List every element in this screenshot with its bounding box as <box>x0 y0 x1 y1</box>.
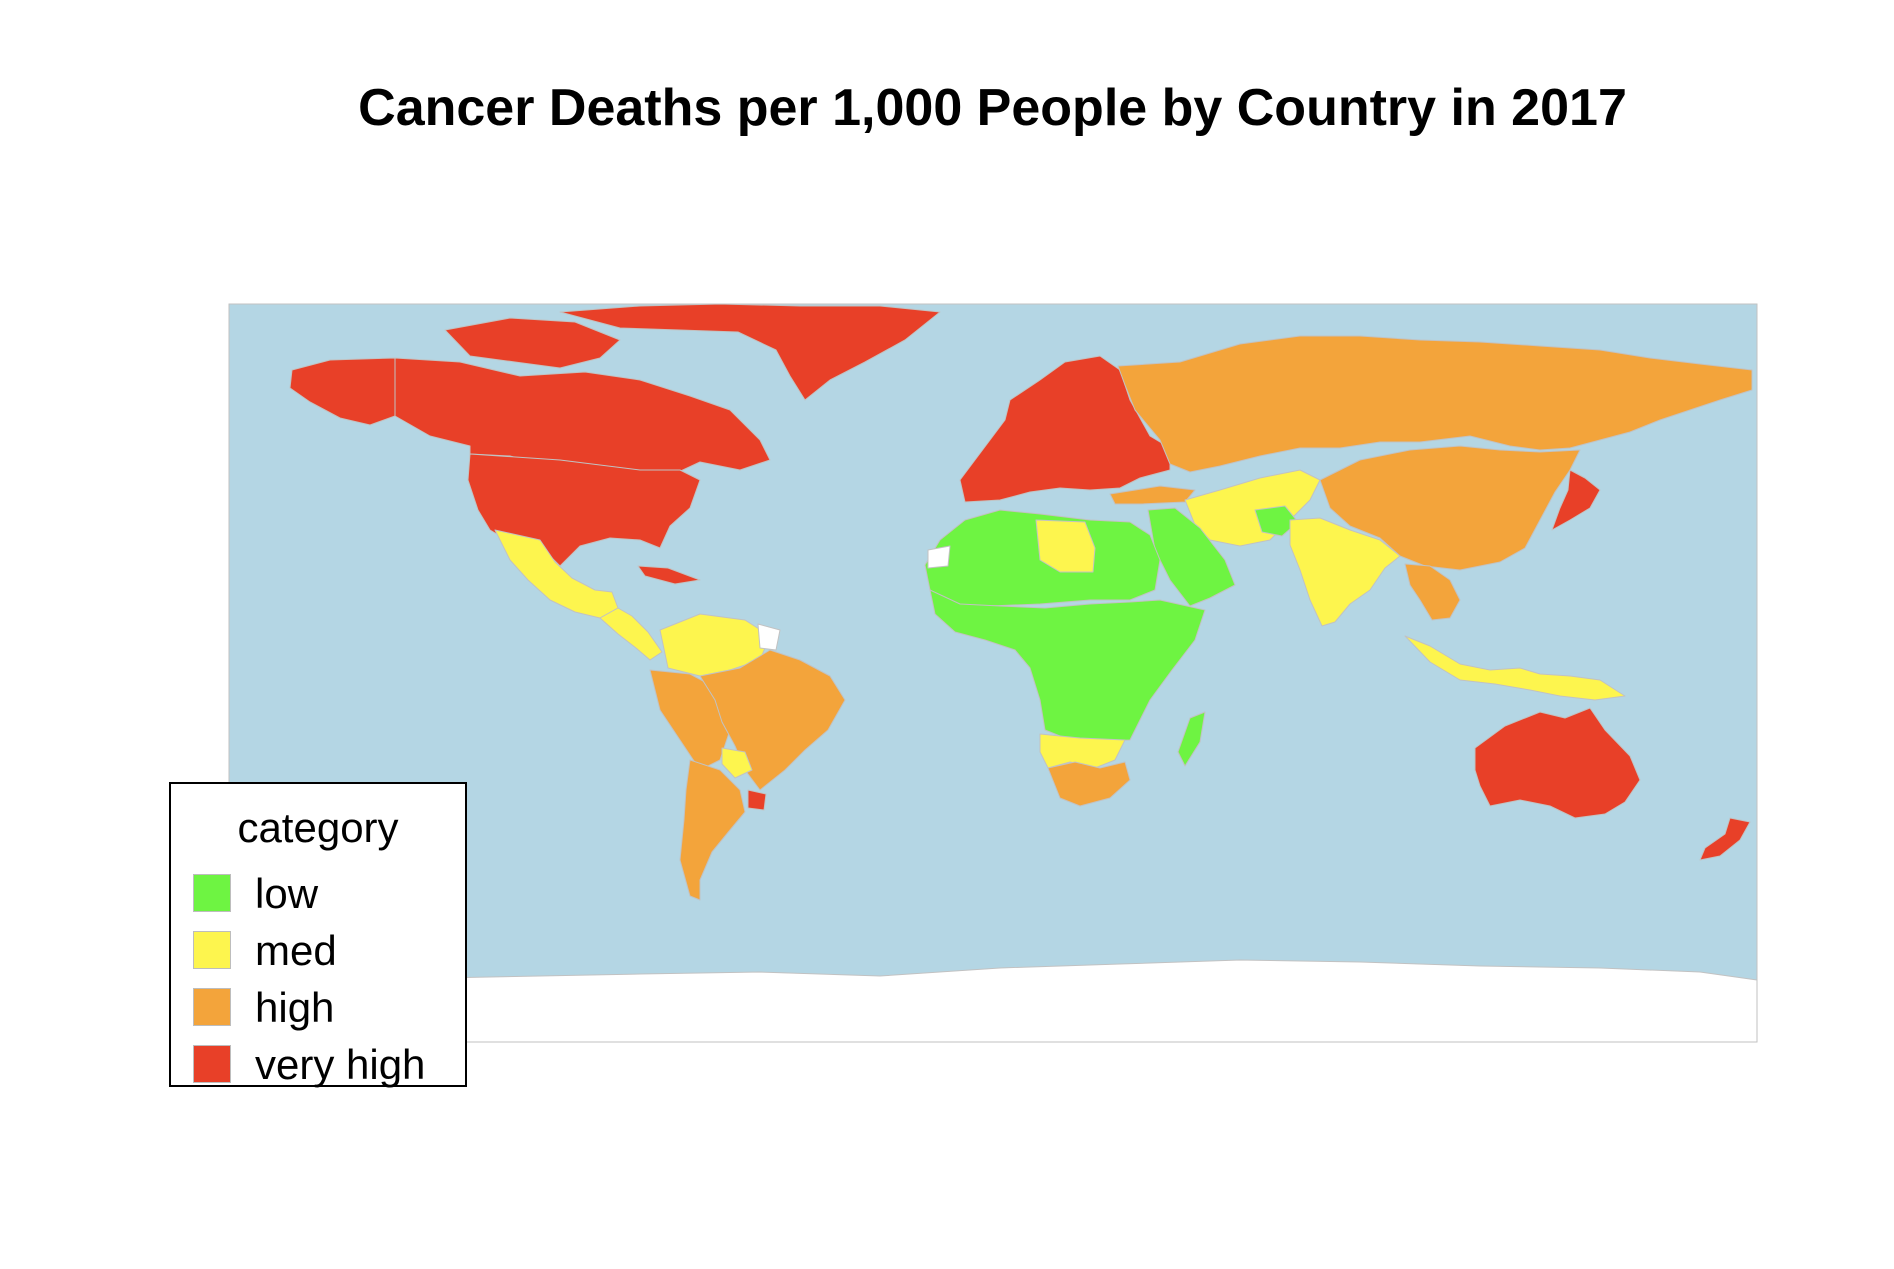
region-arctic-islands <box>444 317 621 369</box>
legend-label-low: low <box>255 870 319 917</box>
region-uruguay <box>747 789 767 811</box>
legend-label-med: med <box>255 927 337 974</box>
region-india <box>1289 517 1401 627</box>
region-japan <box>1551 469 1601 531</box>
region-turkey <box>1109 485 1196 505</box>
legend-swatch-very-high <box>193 1045 231 1083</box>
region-europe <box>959 355 1171 503</box>
region-russia <box>1117 335 1753 473</box>
region-argentina-chile <box>679 759 746 901</box>
region-indochina <box>1404 563 1461 621</box>
region-greenland <box>559 303 941 401</box>
legend-title: category <box>237 804 399 851</box>
region-australia <box>1474 707 1641 819</box>
region-saudi-arabia <box>1147 507 1236 607</box>
region-new-zealand <box>1699 817 1751 861</box>
legend-label-high: high <box>255 984 335 1031</box>
region-canada <box>394 357 771 493</box>
region-sub-saharan-africa <box>929 589 1206 743</box>
legend-swatch-high <box>193 988 231 1026</box>
legend-swatch-med <box>193 931 231 969</box>
region-peru-bolivia <box>649 669 731 771</box>
region-south-africa <box>1047 761 1131 807</box>
region-libya <box>1035 519 1096 573</box>
region-cuba <box>637 565 701 585</box>
region-central-america <box>599 607 663 661</box>
region-western-sahara <box>927 545 951 569</box>
region-madagascar <box>1177 711 1206 767</box>
region-alaska <box>289 357 396 426</box>
region-indonesia <box>1404 635 1626 701</box>
map-legend: category low med high very high <box>169 782 467 1088</box>
region-brazil <box>699 649 846 791</box>
legend-label-very-high: very high <box>255 1041 426 1088</box>
map-title: Cancer Deaths per 1,000 People by Countr… <box>358 79 1627 137</box>
region-paraguay <box>721 747 753 779</box>
region-guianas <box>757 623 781 651</box>
legend-swatch-low <box>193 874 231 912</box>
region-china <box>1319 445 1581 571</box>
